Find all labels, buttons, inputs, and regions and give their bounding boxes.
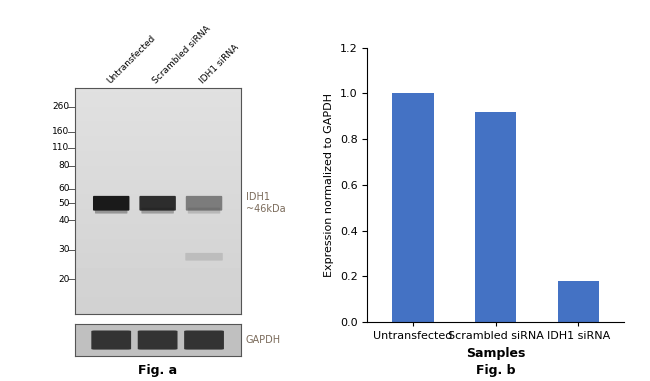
- Text: 80: 80: [58, 161, 70, 170]
- FancyBboxPatch shape: [186, 196, 222, 211]
- FancyBboxPatch shape: [188, 208, 220, 214]
- Bar: [475, 112, 516, 322]
- FancyBboxPatch shape: [185, 253, 223, 261]
- Text: Fig. a: Fig. a: [138, 364, 177, 377]
- FancyBboxPatch shape: [93, 196, 129, 211]
- Text: 20: 20: [58, 275, 70, 284]
- Text: 40: 40: [58, 216, 70, 225]
- Text: IDH1
~46kDa: IDH1 ~46kDa: [246, 192, 285, 214]
- Text: GAPDH: GAPDH: [246, 335, 281, 345]
- FancyBboxPatch shape: [142, 208, 174, 214]
- Text: Untransfected: Untransfected: [105, 34, 157, 86]
- Text: 260: 260: [53, 102, 70, 111]
- Text: 110: 110: [52, 143, 70, 152]
- FancyBboxPatch shape: [95, 208, 127, 214]
- Text: 60: 60: [58, 184, 70, 193]
- Text: Scrambled siRNA: Scrambled siRNA: [151, 24, 213, 86]
- Text: 30: 30: [58, 245, 70, 254]
- Text: IDH1 siRNA: IDH1 siRNA: [198, 43, 240, 86]
- Bar: [392, 93, 434, 322]
- Y-axis label: Expression normalized to GAPDH: Expression normalized to GAPDH: [324, 93, 334, 277]
- FancyBboxPatch shape: [139, 196, 176, 211]
- Text: 50: 50: [58, 199, 70, 208]
- X-axis label: Samples: Samples: [466, 347, 525, 360]
- Text: 160: 160: [52, 127, 70, 136]
- FancyBboxPatch shape: [138, 330, 177, 350]
- Text: Fig. b: Fig. b: [476, 364, 515, 377]
- FancyBboxPatch shape: [184, 330, 224, 350]
- Bar: [558, 281, 599, 322]
- FancyBboxPatch shape: [91, 330, 131, 350]
